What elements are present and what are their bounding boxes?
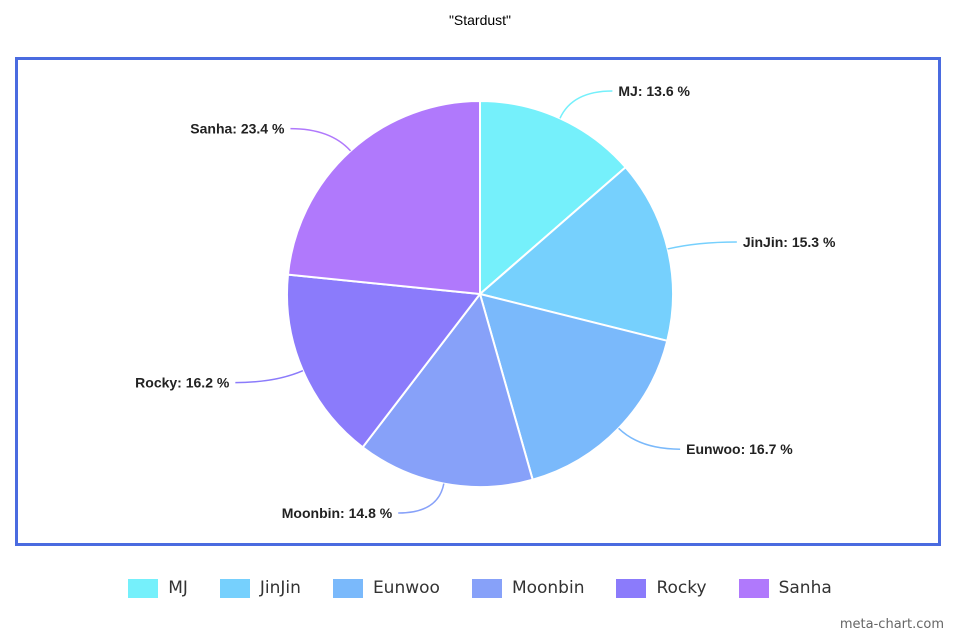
legend-label: Eunwoo [372,578,440,598]
slice-labels: MJ: 13.6 % JinJin: 15.3 % Eunwoo: 16.7 % Mo… [135,83,836,521]
legend-swatch [616,578,647,598]
plot-frame [15,57,941,546]
legend-item-jinjin[interactable]: JinJin [219,578,301,598]
legend-item-rocky[interactable]: Rocky [616,578,707,598]
legend: MJ JinJin Eunwoo Moonbin Rocky Sanha [0,578,960,598]
slice-label-moonbin: Moonbin: 14.8 % [282,505,393,521]
legend-label: Moonbin [511,578,585,598]
legend-item-mj[interactable]: MJ [128,578,188,598]
slice-label-rocky: Rocky: 16.2 % [135,375,230,391]
pie-slice-jinjin [477,165,674,343]
chart-title: "Stardust" [448,12,512,28]
legend-swatch [471,578,502,598]
pie-slices [286,99,674,488]
watermark: meta-chart.com [839,617,944,632]
legend-swatch [738,578,769,598]
leader-line-rocky [235,369,304,384]
leader-line-mj [559,90,613,119]
legend-label: Sanha [778,578,832,598]
pie-slice-sanha [286,99,481,296]
slice-label-eunwoo: Eunwoo: 16.7 % [686,441,793,457]
legend-swatch [219,578,250,598]
legend-label: Rocky [656,578,707,598]
slice-label-jinjin: JinJin: 15.3 % [743,234,836,250]
pie-slice-rocky [286,273,482,449]
slice-label-sanha: Sanha: 23.4 % [190,121,285,137]
legend-swatch [332,578,363,598]
legend-item-sanha[interactable]: Sanha [738,578,832,598]
legend-label: MJ [168,578,188,598]
legend-item-eunwoo[interactable]: Eunwoo [332,578,440,598]
leader-line-sanha [290,127,352,152]
leader-line-jinjin [667,241,737,250]
pie-slice-moonbin [361,291,534,488]
label-leaders [235,90,737,514]
slice-label-mj: MJ: 13.6 % [618,83,690,99]
leader-line-eunwoo [618,427,681,450]
legend-swatch [128,578,159,598]
legend-label: JinJin [259,578,301,598]
pie-slice-mj [479,99,627,297]
pie-slice-eunwoo [478,292,669,481]
legend-item-moonbin[interactable]: Moonbin [471,578,585,598]
leader-line-moonbin [398,483,445,514]
